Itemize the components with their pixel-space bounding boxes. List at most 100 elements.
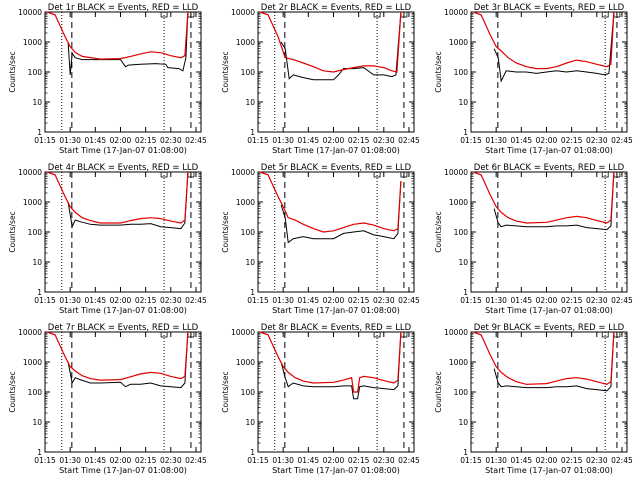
x-tick-label: 01:30 <box>272 456 294 465</box>
x-tick-label: 02:15 <box>561 296 583 305</box>
chart-panel-5: 1 10 100 1000 10000 01:15 01:30 01:45 02:00 02:15… <box>221 163 420 315</box>
x-axis-label: Start Time (17-Jan-07 01:08:00) <box>272 306 400 315</box>
x-axis-label: Start Time (17-Jan-07 01:08:00) <box>485 306 613 315</box>
y-tick-label: 10000 <box>231 168 255 177</box>
x-tick-label: 02:15 <box>348 456 370 465</box>
events-series-line <box>493 171 615 231</box>
chart-panel-4: 1 10 100 1000 10000 01:15 01:30 01:45 02:00 02:15… <box>8 163 207 315</box>
chart-panel-1: 1 10 100 1000 10000 01:15 01:30 01:45 02:00 02:15… <box>8 3 207 155</box>
x-tick-label: 02:00 <box>536 456 558 465</box>
y-tick-label: 1000 <box>23 198 42 207</box>
chart-panel-7: 1 10 100 1000 10000 01:15 01:30 01:45 02:00 02:15… <box>8 323 207 475</box>
events-series-line <box>280 331 402 400</box>
lld-series-line <box>46 171 189 224</box>
x-tick-label: 02:45 <box>185 296 207 305</box>
y-tick-label: 1 <box>463 128 468 137</box>
x-tick-label: 02:30 <box>373 136 395 145</box>
x-tick-label: 02:45 <box>185 456 207 465</box>
plot-frame <box>257 171 415 293</box>
x-tick-label: 01:45 <box>298 296 320 305</box>
y-axis-label: Counts/sec <box>8 371 17 412</box>
x-tick-label: 02:30 <box>586 296 608 305</box>
y-axis-label: Counts/sec <box>221 51 230 92</box>
x-tick-label: 01:45 <box>85 456 107 465</box>
x-axis-label: Start Time (17-Jan-07 01:08:00) <box>59 306 187 315</box>
top-marker-bracket <box>601 331 609 338</box>
y-tick-label: 10 <box>458 98 468 107</box>
x-tick-label: 01:30 <box>272 296 294 305</box>
x-tick-label: 01:15 <box>460 136 482 145</box>
x-tick-label: 02:30 <box>160 136 182 145</box>
x-tick-label: 02:30 <box>586 456 608 465</box>
x-tick-label: 02:15 <box>561 136 583 145</box>
top-marker-bracket <box>160 11 168 18</box>
lld-series-line <box>472 331 615 385</box>
lld-series-line <box>46 11 189 60</box>
x-tick-label: 02:45 <box>185 136 207 145</box>
x-tick-label: 02:00 <box>110 456 132 465</box>
top-marker-bracket <box>601 171 609 178</box>
y-tick-label: 1 <box>463 448 468 457</box>
y-axis-label: Counts/sec <box>434 51 443 92</box>
chart-panel-8: 1 10 100 1000 10000 01:15 01:30 01:45 02:00 02:15… <box>221 323 420 475</box>
events-series-line <box>280 11 402 81</box>
y-tick-label: 1 <box>37 288 42 297</box>
y-tick-label: 10000 <box>444 328 468 337</box>
y-axis-label: Counts/sec <box>221 371 230 412</box>
x-tick-label: 02:30 <box>160 456 182 465</box>
y-tick-label: 100 <box>28 228 43 237</box>
plot-frame <box>44 171 202 293</box>
x-axis-label: Start Time (17-Jan-07 01:08:00) <box>485 466 613 475</box>
x-tick-label: 01:30 <box>272 136 294 145</box>
y-tick-label: 10 <box>458 418 468 427</box>
y-tick-label: 1000 <box>236 38 255 47</box>
chart-panel-6: 1 10 100 1000 10000 01:15 01:30 01:45 02:00 02:15… <box>434 163 633 315</box>
y-tick-label: 100 <box>28 68 43 77</box>
x-tick-label: 01:15 <box>34 136 56 145</box>
events-series-line <box>67 11 189 75</box>
x-tick-label: 01:45 <box>85 296 107 305</box>
x-axis-label: Start Time (17-Jan-07 01:08:00) <box>485 146 613 155</box>
y-tick-label: 1 <box>250 448 255 457</box>
top-marker-bracket <box>373 11 381 18</box>
y-tick-label: 10 <box>32 418 42 427</box>
x-tick-label: 01:30 <box>59 296 81 305</box>
y-tick-label: 1 <box>37 128 42 137</box>
x-axis-label: Start Time (17-Jan-07 01:08:00) <box>59 466 187 475</box>
x-tick-label: 01:15 <box>460 296 482 305</box>
panel-title: Det 4r BLACK = Events, RED = LLD <box>48 163 199 173</box>
y-tick-label: 10000 <box>18 328 42 337</box>
y-tick-label: 10000 <box>18 168 42 177</box>
y-tick-label: 1000 <box>236 198 255 207</box>
x-tick-label: 01:45 <box>298 136 320 145</box>
y-tick-label: 1000 <box>449 358 468 367</box>
y-tick-label: 1 <box>250 288 255 297</box>
y-tick-label: 10 <box>245 98 255 107</box>
x-tick-label: 01:15 <box>34 456 56 465</box>
events-series-line <box>67 331 189 389</box>
lld-series-line <box>259 171 402 233</box>
y-tick-label: 100 <box>241 68 256 77</box>
top-marker-bracket <box>373 171 381 178</box>
x-tick-label: 01:30 <box>59 136 81 145</box>
x-tick-label: 02:30 <box>160 296 182 305</box>
x-tick-label: 01:15 <box>247 456 269 465</box>
panel-title: Det 2r BLACK = Events, RED = LLD <box>261 3 412 13</box>
x-tick-label: 02:30 <box>373 296 395 305</box>
x-tick-label: 01:30 <box>59 456 81 465</box>
y-axis-label: Counts/sec <box>8 51 17 92</box>
x-tick-label: 01:15 <box>247 296 269 305</box>
x-tick-label: 01:45 <box>511 456 533 465</box>
x-tick-label: 02:15 <box>348 136 370 145</box>
events-series-line <box>493 11 615 83</box>
x-axis-label: Start Time (17-Jan-07 01:08:00) <box>59 146 187 155</box>
lld-series-line <box>472 11 615 70</box>
chart-panel-3: 1 10 100 1000 10000 01:15 01:30 01:45 02:00 02:15… <box>434 3 633 155</box>
y-tick-label: 1000 <box>23 358 42 367</box>
y-tick-label: 1 <box>37 448 42 457</box>
x-tick-label: 01:30 <box>485 136 507 145</box>
y-tick-label: 1000 <box>236 358 255 367</box>
panel-title: Det 9r BLACK = Events, RED = LLD <box>474 323 625 333</box>
y-axis-label: Counts/sec <box>8 211 17 252</box>
panel-title: Det 5r BLACK = Events, RED = LLD <box>261 163 412 173</box>
